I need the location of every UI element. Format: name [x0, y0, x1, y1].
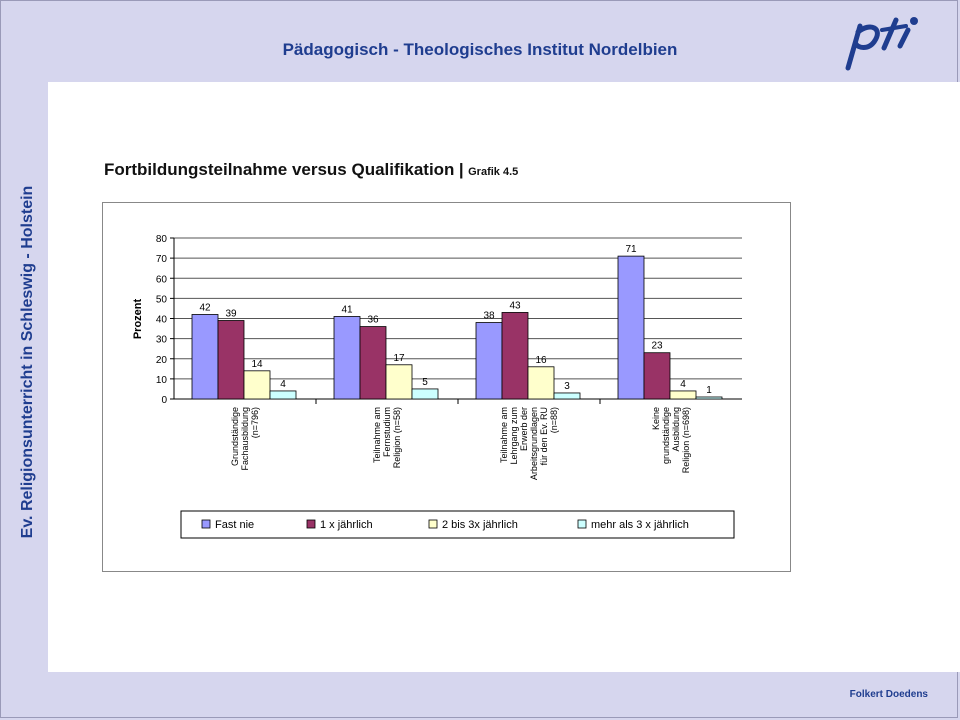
y-tick-label: 0: [161, 395, 167, 406]
y-tick-label: 50: [156, 294, 168, 305]
x-category-label-line: Ausbildung: [671, 407, 681, 452]
data-label: 42: [199, 302, 211, 313]
x-category-label-line: grundständige: [661, 407, 671, 464]
x-category-label-line: Religion (n=698): [681, 407, 691, 473]
data-label: 36: [367, 315, 379, 326]
bar: [411, 388, 439, 400]
x-category-label-line: Arbeitsgrundlagen: [529, 407, 539, 480]
y-axis-label: Prozent: [132, 298, 144, 339]
legend-swatch: [577, 519, 587, 529]
x-category-label: KeinegrundständigeAusbildungReligion (n=…: [651, 407, 691, 473]
x-category-label-line: Fernstudium: [382, 407, 392, 457]
x-category-label: Teilnahme amFernstudiumReligion (n=58): [372, 407, 402, 468]
chart-heading-separator: |: [458, 160, 464, 179]
chart-heading: Fortbildungsteilnahme versus Qualifikati…: [104, 160, 518, 180]
x-category-label-text: Teilnahme amLehrgang zumErwerb derArbeit…: [499, 407, 559, 480]
data-label: 14: [251, 359, 263, 370]
bar: [243, 370, 271, 400]
x-category-label: GrundständigeFachausbildung(n=796): [230, 407, 260, 471]
bar: [475, 322, 503, 400]
data-label: 4: [280, 379, 286, 390]
legend-label: mehr als 3 x jährlich: [591, 519, 689, 531]
x-category-label-line: Grundständige: [230, 407, 240, 466]
data-label: 43: [509, 300, 521, 311]
x-category-label-line: (n=796): [250, 407, 260, 438]
legend-swatch: [428, 519, 438, 529]
x-category-label-text: KeinegrundständigeAusbildungReligion (n=…: [651, 407, 691, 473]
data-label: 17: [393, 353, 405, 364]
data-label: 41: [341, 304, 353, 315]
x-category-label: Teilnahme amLehrgang zumErwerb derArbeit…: [499, 407, 559, 480]
bar: [359, 326, 387, 400]
bar: [669, 390, 697, 400]
x-category-label-line: (n=88): [549, 407, 559, 433]
bar: [501, 312, 529, 400]
y-tick-label: 20: [156, 355, 168, 366]
data-label: 23: [651, 341, 663, 352]
x-category-label-line: für den Ev. RU: [539, 407, 549, 465]
bar: [695, 396, 723, 400]
y-tick-label: 60: [156, 274, 168, 285]
data-label: 16: [535, 355, 547, 366]
x-category-label-line: Erwerb der: [519, 407, 529, 451]
footer-author: Folkert Doedens: [849, 689, 928, 700]
logo-i-dot: [910, 17, 918, 25]
y-tick-label: 80: [156, 234, 168, 245]
sidebar-vertical-label: Ev. Religionsunterricht in Schleswig - H…: [19, 185, 36, 539]
pti-logo: [826, 12, 926, 74]
data-label: 71: [625, 244, 637, 255]
x-category-label-line: Keine: [651, 407, 661, 430]
bar: [553, 392, 581, 400]
data-label: 4: [680, 379, 686, 390]
x-category-label-text: Teilnahme amFernstudiumReligion (n=58): [372, 407, 402, 468]
data-label: 1: [706, 385, 712, 396]
legend-label: 2 bis 3x jährlich: [442, 519, 518, 531]
bar: [385, 364, 413, 400]
y-tick-label: 30: [156, 335, 168, 346]
header-title: Pädagogisch - Theologisches Institut Nor…: [282, 40, 678, 59]
bar: [333, 316, 361, 400]
x-category-label-line: Religion (n=58): [392, 407, 402, 468]
data-label: 3: [564, 381, 570, 392]
legend-swatch: [201, 519, 211, 529]
legend-swatch: [306, 519, 316, 529]
logo-p-bowl: [853, 24, 880, 50]
y-tick-label: 40: [156, 315, 168, 326]
bar: [217, 320, 245, 400]
logo-i-stroke: [897, 27, 911, 49]
x-category-label-text: GrundständigeFachausbildung(n=796): [230, 407, 260, 471]
logo-t-stroke: [881, 17, 899, 51]
bar: [269, 390, 297, 400]
x-category-label-line: Fachausbildung: [240, 407, 250, 471]
y-tick-label: 70: [156, 254, 168, 265]
y-tick-label: 10: [156, 375, 168, 386]
legend-box: [180, 510, 735, 539]
bar: [643, 352, 671, 400]
x-category-label-line: Lehrgang zum: [509, 407, 519, 465]
chart-heading-sub: Grafik 4.5: [468, 166, 519, 178]
legend-label: Fast nie: [215, 519, 254, 531]
bar: [527, 366, 555, 400]
bar: [617, 255, 645, 400]
bar: [191, 314, 219, 400]
data-label: 5: [422, 377, 428, 388]
data-label: 38: [483, 311, 495, 322]
x-category-label-line: Teilnahme am: [372, 407, 382, 463]
legend-label: 1 x jährlich: [320, 519, 373, 531]
chart-box: 0 10 20 30 40 50 60 70 80 Prozent 42 39 14 4 Grundstän…: [102, 202, 791, 572]
chart-heading-main: Fortbildungsteilnahme versus Qualifikati…: [104, 160, 455, 179]
data-label: 39: [225, 309, 237, 320]
x-category-label-line: Teilnahme am: [499, 407, 509, 463]
logo-t-bar: [880, 24, 908, 32]
